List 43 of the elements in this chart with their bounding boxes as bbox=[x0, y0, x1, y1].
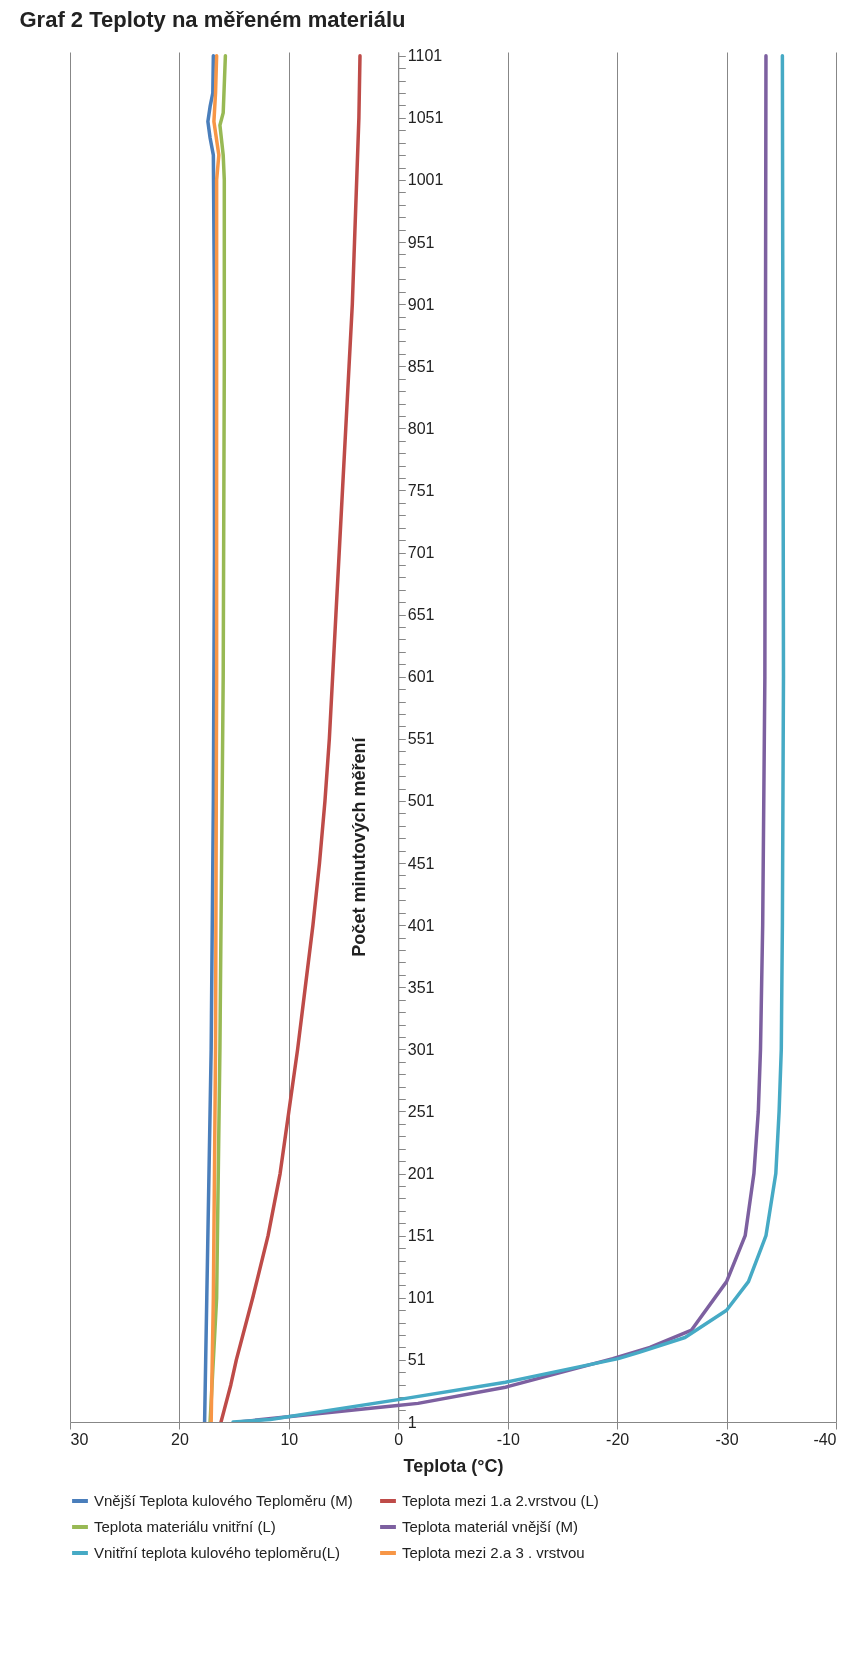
y-tick-label: 1101 bbox=[407, 47, 443, 65]
chart-title: Graf 2 Teploty na měřeném materiálu bbox=[19, 6, 406, 32]
line-series bbox=[202, 53, 217, 1422]
x-tick-label: -20 bbox=[606, 1430, 630, 1448]
x-tick-label: 10 bbox=[280, 1430, 299, 1448]
line-series bbox=[209, 53, 221, 1422]
x-tick-label: -30 bbox=[715, 1430, 739, 1448]
y-tick-label: 151 bbox=[407, 1227, 435, 1245]
y-tick-label: 1051 bbox=[407, 109, 444, 127]
x-tick-label: 0 bbox=[394, 1430, 404, 1448]
legend-label: Vnější Teplota kulového Teploměru (M) bbox=[94, 1492, 353, 1509]
y-tick-label: 201 bbox=[407, 1165, 435, 1183]
y-tick-label: 451 bbox=[407, 854, 435, 872]
y-tick-label: 401 bbox=[407, 916, 435, 934]
y-axis-title: Počet minutových měření bbox=[348, 736, 369, 957]
legend-label: Vnitřní teplota kulového teploměru(L) bbox=[94, 1544, 340, 1561]
y-tick-label: 951 bbox=[407, 233, 435, 251]
y-tick-label: 651 bbox=[407, 606, 435, 624]
y-tick-label: 351 bbox=[407, 978, 435, 996]
y-tick-label: 851 bbox=[407, 357, 435, 375]
x-tick-label: -10 bbox=[496, 1430, 520, 1448]
y-tick-label: 901 bbox=[407, 295, 435, 313]
y-tick-label: 601 bbox=[407, 668, 435, 686]
y-tick-label: 1001 bbox=[407, 171, 444, 189]
legend-label: Teplota materiálu vnitřní (L) bbox=[94, 1518, 276, 1535]
y-tick-label: 551 bbox=[407, 730, 435, 748]
x-tick-label: 20 bbox=[171, 1430, 189, 1448]
line-series bbox=[208, 53, 228, 1422]
x-tick-label: -40 bbox=[813, 1430, 837, 1448]
y-tick-label: 751 bbox=[407, 481, 435, 499]
y-tick-label: 251 bbox=[407, 1102, 435, 1120]
legend-label: Teplota materiál vnější (M) bbox=[402, 1518, 578, 1535]
y-tick-label: 501 bbox=[407, 792, 435, 810]
y-tick-label: 101 bbox=[407, 1289, 435, 1307]
y-tick-label: 801 bbox=[407, 419, 435, 437]
y-tick-label: 701 bbox=[407, 544, 435, 562]
y-tick-label: 51 bbox=[407, 1351, 426, 1369]
legend-label: Teplota mezi 1.a 2.vrstvou (L) bbox=[402, 1492, 599, 1509]
y-tick-label: 301 bbox=[407, 1040, 435, 1058]
y-tick-label: 1 bbox=[407, 1413, 417, 1431]
legend-label: Teplota mezi 2.a 3 . vrstvou bbox=[402, 1544, 585, 1561]
x-tick-label: 30 bbox=[70, 1430, 89, 1448]
x-axis-title: Teplota (°C) bbox=[403, 1455, 504, 1476]
